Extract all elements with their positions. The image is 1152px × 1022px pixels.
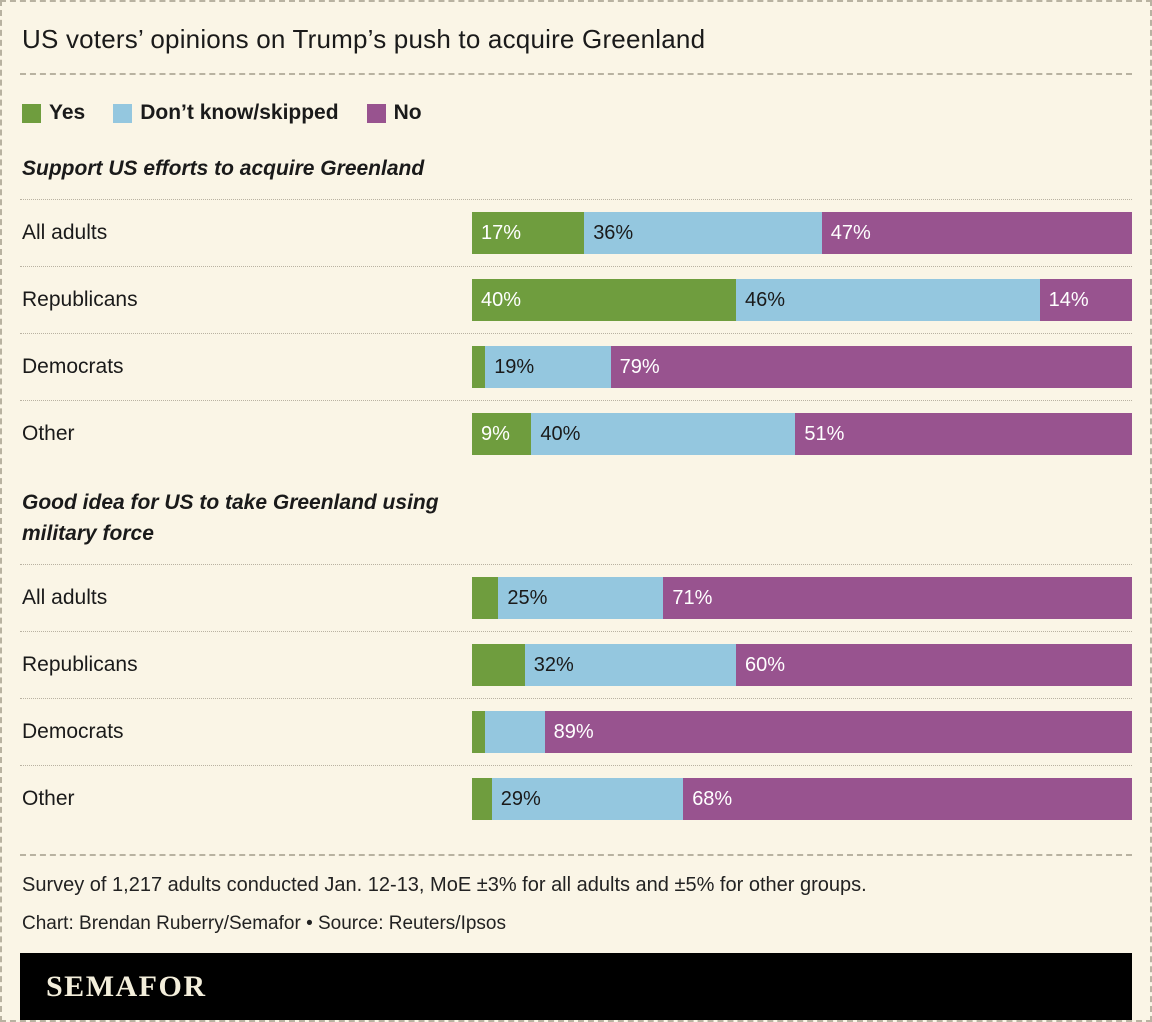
legend-swatch-yes bbox=[22, 103, 41, 123]
title-separator bbox=[20, 73, 1132, 75]
chart-row: Democrats 19% 79% bbox=[20, 332, 1132, 400]
bar-segment-don-t-know-skipped: 19% bbox=[485, 345, 611, 388]
legend: Yes Don’t know/skipped No bbox=[22, 101, 1130, 125]
bar-segment-no: 47% bbox=[821, 211, 1132, 254]
stacked-bar: 17% 36% 47% bbox=[472, 211, 1132, 254]
bar-segment-yes bbox=[472, 777, 492, 820]
semafor-logo: SEMAFOR bbox=[46, 969, 207, 1003]
legend-label-yes: Yes bbox=[49, 101, 86, 124]
chart-title: US voters’ opinions on Trump’s push to a… bbox=[22, 24, 706, 54]
row-label: Republicans bbox=[22, 652, 138, 676]
bar-segment-don-t-know-skipped: 40% bbox=[531, 412, 796, 455]
legend-item-dontknow: Don’t know/skipped bbox=[113, 101, 339, 125]
bar-segment-don-t-know-skipped: 36% bbox=[584, 211, 822, 254]
footer-separator bbox=[20, 853, 1132, 856]
legend-swatch-no bbox=[366, 103, 386, 123]
section-heading: Good idea for US to take Greenland using… bbox=[22, 490, 439, 546]
chart-row: Other 29% 68% bbox=[20, 764, 1132, 832]
segment-value-label: 32% bbox=[533, 653, 574, 676]
legend-item-no: No bbox=[366, 101, 422, 125]
chart-body: Support US efforts to acquire Greenland A… bbox=[20, 133, 1132, 832]
segment-value-label: 79% bbox=[619, 355, 660, 378]
row-label: Republicans bbox=[22, 287, 138, 311]
chart-row: Republicans 32% 60% bbox=[20, 630, 1132, 698]
segment-value-label: 25% bbox=[507, 586, 548, 609]
row-label: Other bbox=[22, 421, 75, 445]
bar-segment-no: 79% bbox=[610, 345, 1132, 388]
segment-value-label: 40% bbox=[540, 422, 581, 445]
bar-segment-no: 71% bbox=[663, 576, 1132, 619]
bar-segment-don-t-know-skipped bbox=[485, 710, 545, 753]
segment-value-label: 71% bbox=[672, 586, 713, 609]
bar-segment-don-t-know-skipped: 29% bbox=[491, 777, 684, 820]
segment-value-label: 19% bbox=[494, 355, 535, 378]
chart-row: Other 9% 40% 51% bbox=[20, 399, 1132, 467]
bar-segment-yes: 40% bbox=[472, 278, 736, 321]
segment-value-label: 89% bbox=[553, 720, 594, 743]
stacked-bar: 19% 79% bbox=[472, 345, 1132, 388]
survey-note: Survey of 1,217 adults conducted Jan. 12… bbox=[22, 873, 867, 896]
segment-value-label: 47% bbox=[830, 221, 871, 244]
bar-segment-yes: 17% bbox=[472, 211, 585, 254]
bar-segment-no: 89% bbox=[544, 710, 1132, 753]
chart-row: All adults 25% 71% bbox=[20, 563, 1132, 631]
stacked-bar: 40% 46% 14% bbox=[472, 278, 1132, 321]
logo-bar: SEMAFOR bbox=[20, 952, 1132, 1020]
segment-value-label: 46% bbox=[745, 288, 786, 311]
bar-segment-yes bbox=[472, 643, 525, 686]
legend-label-no: No bbox=[393, 101, 422, 124]
segment-value-label: 14% bbox=[1048, 288, 1089, 311]
segment-value-label: 36% bbox=[593, 221, 634, 244]
chart-row: Republicans 40% 46% 14% bbox=[20, 265, 1132, 333]
stacked-bar: 25% 71% bbox=[472, 576, 1132, 619]
legend-swatch-dontknow bbox=[113, 103, 133, 123]
section-heading: Support US efforts to acquire Greenland bbox=[22, 157, 425, 180]
segment-value-label: 40% bbox=[481, 288, 522, 311]
stacked-bar: 89% bbox=[472, 710, 1132, 753]
bar-segment-don-t-know-skipped: 46% bbox=[736, 278, 1040, 321]
row-label: Democrats bbox=[22, 719, 124, 743]
segment-value-label: 17% bbox=[481, 221, 522, 244]
bar-segment-yes bbox=[472, 576, 499, 619]
legend-item-yes: Yes bbox=[22, 101, 85, 125]
segment-value-label: 68% bbox=[692, 787, 733, 810]
row-label: All adults bbox=[22, 585, 108, 609]
segment-value-label: 60% bbox=[744, 653, 786, 676]
bar-segment-no: 14% bbox=[1039, 278, 1132, 321]
segment-value-label: 29% bbox=[500, 787, 541, 810]
bar-segment-yes: 9% bbox=[472, 412, 532, 455]
row-label: Democrats bbox=[22, 354, 124, 378]
segment-value-label: 51% bbox=[804, 422, 845, 445]
chart-row: Democrats 89% bbox=[20, 697, 1132, 765]
stacked-bar: 32% 60% bbox=[472, 643, 1132, 686]
bar-segment-no: 60% bbox=[735, 643, 1132, 686]
bar-segment-yes bbox=[472, 710, 486, 753]
row-label: All adults bbox=[22, 220, 108, 244]
segment-value-label: 9% bbox=[481, 422, 510, 445]
chart-credit: Chart: Brendan Ruberry/Semafor • Source:… bbox=[22, 912, 506, 934]
bar-segment-yes bbox=[472, 345, 486, 388]
row-label: Other bbox=[22, 786, 75, 810]
bar-segment-don-t-know-skipped: 25% bbox=[498, 576, 664, 619]
legend-label-dontknow: Don’t know/skipped bbox=[140, 101, 339, 124]
bar-segment-no: 51% bbox=[795, 412, 1132, 455]
chart-row: All adults 17% 36% 47% bbox=[20, 198, 1132, 266]
stacked-bar: 29% 68% bbox=[472, 777, 1132, 820]
bar-segment-don-t-know-skipped: 32% bbox=[524, 643, 736, 686]
bar-segment-no: 68% bbox=[683, 777, 1132, 820]
stacked-bar: 9% 40% 51% bbox=[472, 412, 1132, 455]
